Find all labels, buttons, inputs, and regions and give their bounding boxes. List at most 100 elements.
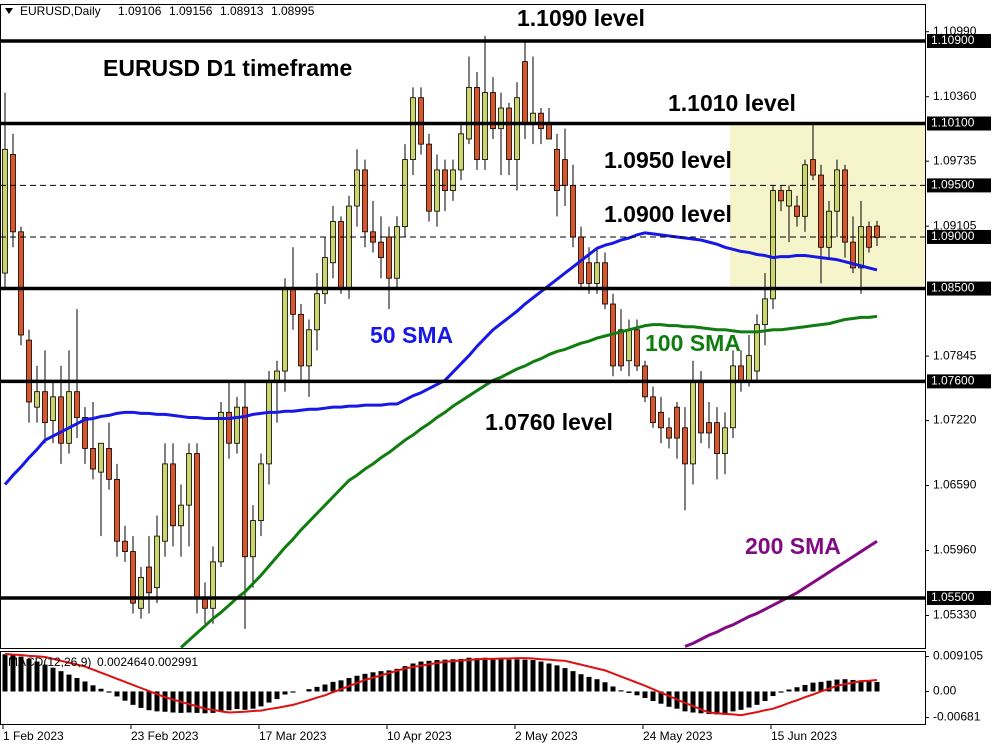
macd-bar bbox=[362, 673, 368, 692]
candle-body bbox=[874, 225, 880, 238]
macd-y-tick-label: -0.00681 bbox=[933, 710, 981, 724]
macd-bar bbox=[266, 691, 272, 703]
candle-body bbox=[154, 535, 160, 589]
macd-bar bbox=[442, 659, 448, 692]
price-box-label: 1.08500 bbox=[931, 281, 975, 295]
highlight-zone bbox=[730, 122, 925, 286]
candle-body bbox=[98, 442, 104, 473]
sma-label: 100 SMA bbox=[645, 330, 741, 356]
macd-bar bbox=[418, 661, 424, 692]
main-pane-frame bbox=[0, 4, 926, 649]
macd-bar bbox=[154, 691, 160, 712]
y-tick-label: 1.10360 bbox=[933, 89, 977, 103]
candle-body bbox=[354, 169, 360, 207]
macd-bar bbox=[594, 679, 600, 692]
candle-body bbox=[618, 329, 624, 367]
candle-body bbox=[858, 226, 864, 269]
candle-body bbox=[570, 184, 576, 238]
candle-body bbox=[634, 329, 640, 367]
candle-body bbox=[66, 391, 72, 444]
macd-bar bbox=[90, 685, 96, 692]
macd-bar bbox=[282, 691, 288, 695]
x-tick-label: 2 May 2023 bbox=[515, 729, 578, 743]
price-box bbox=[927, 178, 991, 193]
macd-bar bbox=[842, 679, 848, 692]
candle-body bbox=[322, 257, 328, 295]
macd-bar bbox=[722, 691, 728, 714]
macd-bar bbox=[810, 682, 816, 692]
candle-body bbox=[842, 169, 848, 243]
macd-bar bbox=[314, 686, 320, 692]
price-box bbox=[927, 33, 991, 48]
candle-body bbox=[722, 427, 728, 454]
macd-bar bbox=[754, 691, 760, 705]
y-tick-label: 1.07220 bbox=[933, 413, 977, 427]
candle-body bbox=[730, 365, 736, 429]
candle-body bbox=[314, 293, 320, 331]
candle-body bbox=[762, 298, 768, 326]
macd-bar bbox=[562, 668, 568, 692]
candle-body bbox=[146, 566, 152, 594]
price-box bbox=[927, 281, 991, 296]
candle-body bbox=[506, 107, 512, 161]
level-annotation: 1.1090 level bbox=[517, 5, 645, 31]
y-tick-label: 1.05960 bbox=[933, 543, 977, 557]
macd-bar bbox=[2, 654, 8, 692]
candle-body bbox=[178, 504, 184, 527]
macd-bar bbox=[698, 691, 704, 714]
candle-body bbox=[650, 396, 656, 424]
macd-bar bbox=[714, 691, 720, 715]
x-tick-label: 15 Jun 2023 bbox=[771, 729, 837, 743]
macd-bar bbox=[730, 691, 736, 712]
candle-body bbox=[410, 97, 416, 161]
candle-body bbox=[122, 540, 128, 552]
macd-bar bbox=[570, 671, 576, 692]
collapse-arrow[interactable] bbox=[5, 8, 13, 14]
macd-bar bbox=[330, 681, 336, 692]
price-box bbox=[927, 116, 991, 131]
candle-body bbox=[794, 205, 800, 217]
candle-body bbox=[826, 210, 832, 248]
candle-body bbox=[666, 427, 672, 439]
candle-body bbox=[682, 427, 688, 465]
macd-bar bbox=[450, 659, 456, 692]
candle-body bbox=[186, 453, 192, 506]
macd-bar bbox=[234, 691, 240, 710]
candle-body bbox=[818, 174, 824, 248]
macd-y-tick-label: 0.009105 bbox=[933, 649, 983, 663]
candle-body bbox=[554, 148, 560, 191]
candle-body bbox=[626, 329, 632, 362]
candle-body bbox=[234, 406, 240, 444]
candle-body bbox=[770, 190, 776, 300]
candle-body bbox=[74, 391, 80, 418]
level-annotation: 1.0950 level bbox=[604, 147, 732, 173]
macd-bar bbox=[434, 660, 440, 692]
macd-bar bbox=[106, 691, 112, 693]
macd-bar bbox=[770, 691, 776, 697]
candle-body bbox=[346, 205, 352, 289]
candle-body bbox=[362, 169, 368, 233]
macd-bar bbox=[202, 691, 208, 714]
macd-bar bbox=[482, 657, 488, 692]
macd-bar bbox=[122, 691, 128, 701]
candle-body bbox=[242, 406, 248, 558]
candle-body bbox=[786, 190, 792, 207]
candle-body bbox=[2, 148, 8, 274]
macd-bar bbox=[634, 691, 640, 696]
candle-body bbox=[810, 159, 816, 176]
level-annotation: 1.0760 level bbox=[485, 409, 613, 435]
candle-body bbox=[306, 329, 312, 367]
macd-bar bbox=[426, 660, 432, 692]
symbol-title: EURUSD,Daily bbox=[20, 4, 101, 18]
candle-body bbox=[170, 463, 176, 527]
macd-bar bbox=[370, 672, 376, 692]
candle-body bbox=[778, 190, 784, 202]
macd-y-tick-label: 0.00 bbox=[933, 684, 957, 698]
candle-body bbox=[58, 396, 64, 444]
candle-body bbox=[330, 221, 336, 264]
candle-body bbox=[394, 226, 400, 279]
candle-body bbox=[522, 61, 528, 124]
macd-bar bbox=[402, 666, 408, 692]
macd-bar bbox=[802, 684, 808, 692]
